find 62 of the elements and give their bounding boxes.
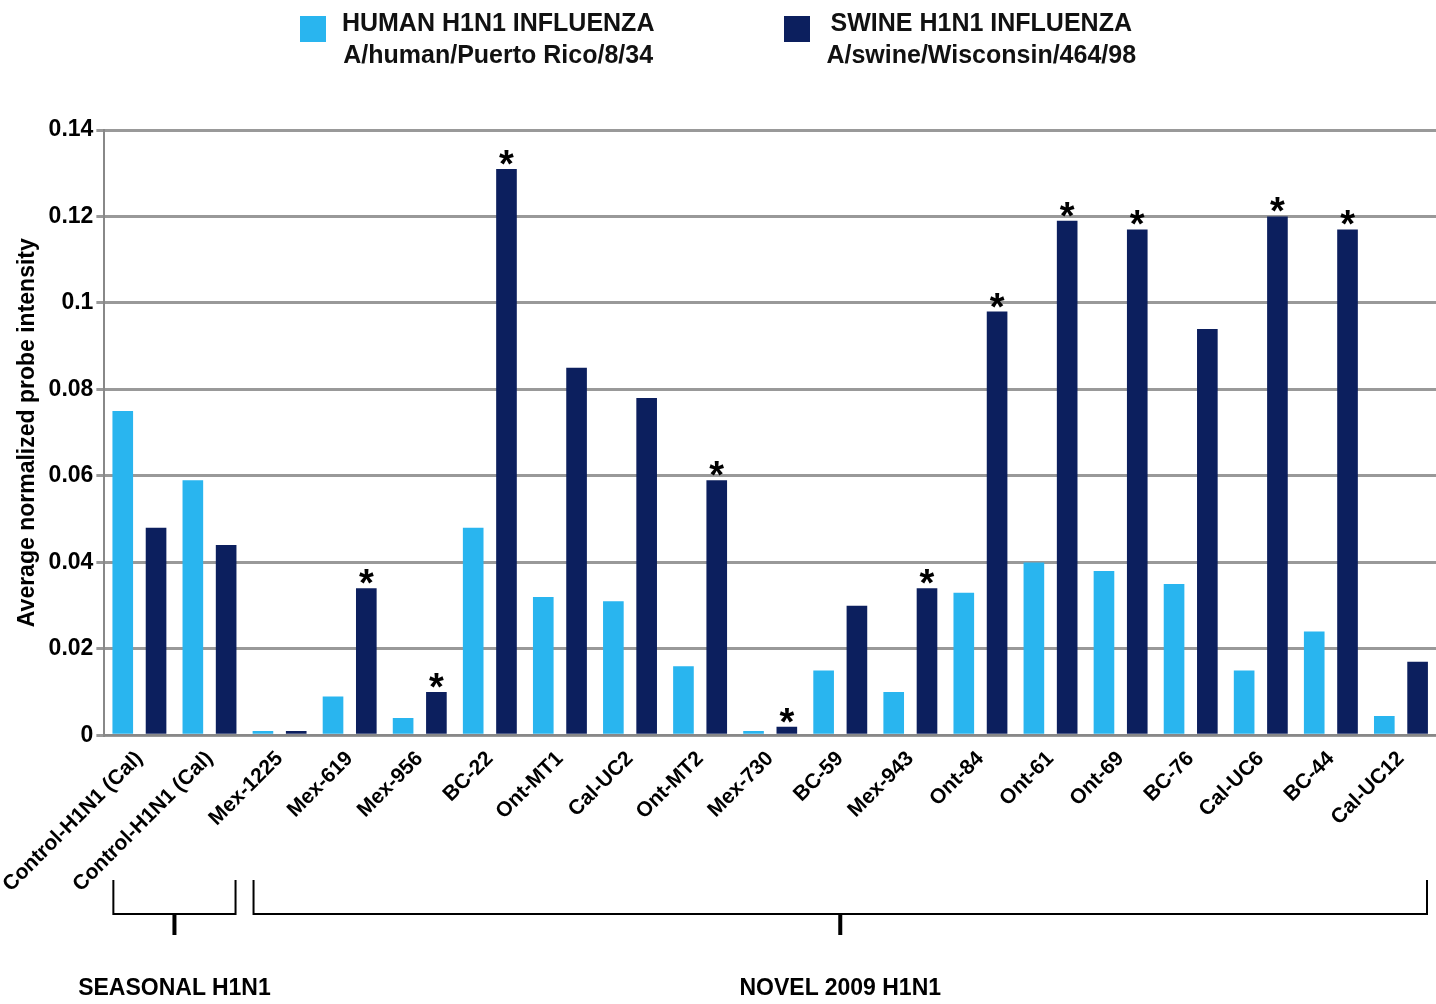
bar: [673, 666, 694, 734]
y-tick-label: 0.1: [61, 288, 94, 315]
bar: [285, 731, 307, 734]
y-axis-title: Average normalized probe intensity: [13, 237, 40, 628]
data-label: *: [1129, 203, 1145, 246]
bar: [776, 726, 798, 734]
bar: [322, 696, 344, 734]
bar: [252, 731, 274, 734]
bar: [1303, 631, 1325, 734]
y-tick-label: 0: [80, 720, 94, 747]
bar: [496, 168, 517, 734]
bar: [603, 601, 624, 734]
bar: [462, 527, 484, 734]
bar: [706, 480, 728, 734]
data-label: *: [1059, 194, 1075, 237]
bar: [636, 398, 657, 734]
data-label: *: [1270, 190, 1286, 233]
bar: [953, 592, 975, 734]
bar: [355, 588, 377, 734]
bar: [426, 692, 447, 734]
bar: [1373, 715, 1395, 734]
bar: [986, 311, 1008, 734]
y-tick-label: 0.04: [48, 547, 94, 574]
data-label: *: [429, 666, 444, 709]
bar: [1093, 571, 1115, 734]
bar: [743, 731, 764, 734]
bar: [1407, 661, 1428, 734]
bar: [215, 545, 237, 734]
bar: [883, 692, 905, 734]
bar: [1197, 328, 1218, 734]
data-label: *: [1340, 203, 1356, 246]
data-label: *: [989, 285, 1005, 328]
bar: [1126, 229, 1148, 734]
bar: [566, 367, 587, 734]
y-tick-label: 0.14: [48, 115, 94, 142]
bar: [1267, 216, 1288, 734]
bar: [532, 597, 554, 734]
y-tick-label: 0.08: [48, 374, 94, 401]
data-label: *: [709, 454, 725, 497]
text: NOVEL 2009 H1N1: [739, 974, 942, 1000]
bar: [182, 480, 204, 734]
bar: [916, 588, 938, 734]
bar: [846, 605, 868, 734]
bar: [1023, 562, 1045, 734]
data-label: *: [499, 142, 515, 185]
data-label: *: [919, 562, 935, 605]
legend-label: HUMAN H1N1 INFLUENZA A/human/Puerto Rico/8/34: [341, 7, 655, 70]
legend-label: SWINE H1N1 INFLUENZA A/swine/Wisconsin/464/98: [826, 7, 1137, 70]
bar: [145, 527, 167, 734]
bar: [392, 718, 414, 734]
bar: [1233, 670, 1255, 734]
data-label: *: [779, 700, 795, 743]
y-tick-label: 0.06: [48, 461, 94, 488]
bar: [1337, 229, 1358, 734]
data-label: *: [358, 562, 374, 605]
text: SEASONAL H1N1: [78, 974, 271, 1000]
y-tick-label: 0.02: [48, 634, 94, 661]
bar: [1056, 220, 1078, 734]
bar: [813, 670, 834, 734]
bar: [112, 411, 134, 734]
y-tick-label: 0.12: [48, 201, 94, 228]
bar: [1163, 584, 1185, 734]
